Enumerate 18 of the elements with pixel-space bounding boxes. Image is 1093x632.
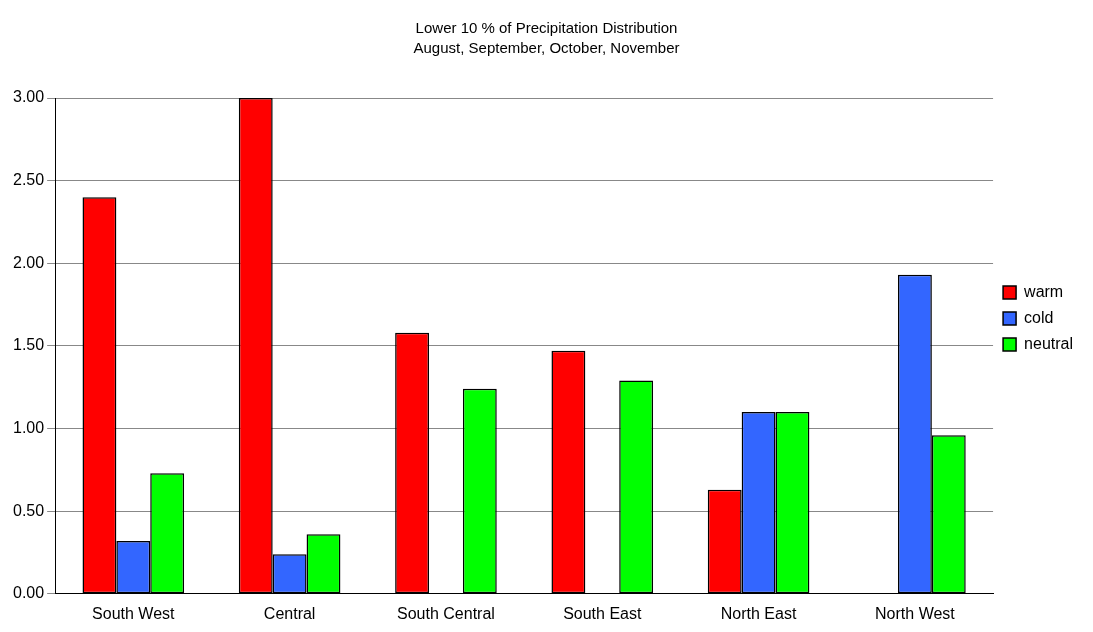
x-tick-label: Central: [263, 604, 316, 622]
legend-label: neutral: [1024, 334, 1073, 352]
y-tick-label: 2.50: [13, 171, 45, 189]
legend-label: cold: [1024, 308, 1054, 326]
chart-title: Lower 10 % of Precipitation Distribution: [415, 19, 678, 37]
legend-label: warm: [1023, 282, 1064, 300]
y-tick-label: 1.00: [13, 418, 45, 436]
x-tick-label: South Central: [397, 604, 495, 622]
x-tick-label: North East: [720, 604, 797, 622]
y-tick-label: 0.00: [13, 584, 45, 602]
y-tick-label: 1.50: [13, 336, 45, 354]
x-tick-label: South West: [92, 604, 176, 622]
y-tick-label: 0.50: [13, 501, 45, 519]
x-tick-label: South East: [563, 604, 642, 622]
y-tick-label: 3.00: [13, 88, 45, 106]
y-tick-label: 2.00: [13, 253, 45, 271]
chart-subtitle: August, September, October, November: [413, 39, 680, 57]
x-tick-label: North West: [875, 604, 956, 622]
